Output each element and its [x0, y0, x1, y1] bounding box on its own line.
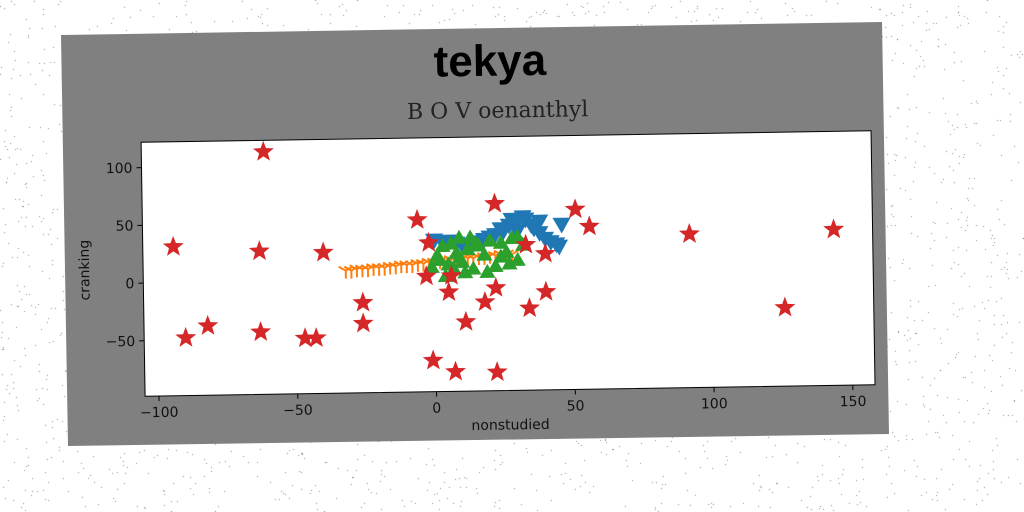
series-3-point-11	[515, 233, 537, 254]
x-tick-label-4: 100	[701, 396, 728, 412]
series-3-point-30	[445, 360, 466, 381]
series-3-point-14	[440, 264, 462, 285]
y-axis-label: cranking	[77, 240, 94, 301]
series-3-point-27	[455, 310, 477, 331]
series-2-point-27	[451, 249, 468, 264]
series-3-point-2	[248, 240, 270, 261]
series-0-point-23	[550, 239, 569, 256]
series-3-point-29	[422, 349, 444, 370]
series-2-point-25	[501, 255, 518, 270]
series-2-point-0	[423, 258, 440, 274]
series-3-point-19	[519, 297, 541, 318]
series-3-point-13	[415, 265, 437, 286]
chart-content: tekya B O V oenanthyl −100 −50 0 50 100 150 −5…	[77, 36, 876, 434]
x-tick-label-1: −50	[283, 403, 313, 419]
series-2-point-17	[492, 234, 509, 249]
series-2-point-12	[465, 260, 482, 275]
series-3-point-26	[305, 327, 327, 348]
series-3-point-22	[197, 314, 219, 335]
series-2-point-7	[451, 229, 468, 244]
series-2-point-15	[481, 232, 498, 247]
series-2-point-23	[432, 251, 449, 267]
series-3-point-3	[312, 241, 334, 262]
chart-title: tekya	[433, 36, 547, 87]
series-3-point-6	[484, 192, 506, 213]
series-3-point-12	[534, 242, 556, 263]
series-3-point-18	[474, 290, 496, 311]
series-2-point-20	[509, 251, 526, 266]
series-3-point-25	[294, 327, 316, 348]
series-3-point-9	[678, 223, 700, 244]
series-2-point-26	[467, 235, 484, 250]
x-tick-label-5: 150	[840, 394, 867, 410]
series-3-point-5	[418, 231, 440, 252]
series-2-point-10	[459, 241, 476, 256]
x-axis-label: nonstudied	[471, 417, 549, 434]
series-2-point-28	[509, 228, 526, 243]
series-3-point-4	[406, 208, 428, 229]
series-3-point-24	[250, 321, 272, 342]
series-3-point-10	[823, 218, 845, 239]
series-2-point-16	[487, 257, 504, 273]
series-2-point-24	[479, 263, 496, 279]
series-3-point-8	[578, 215, 600, 236]
series-3-point-15	[438, 281, 460, 302]
series-3-point-16	[485, 276, 507, 297]
y-tick-label-0: −50	[106, 334, 136, 350]
series-0-point-26	[530, 214, 549, 231]
x-tick-label-2: 0	[432, 401, 441, 417]
series-2-point-9	[457, 264, 474, 279]
series-3-point-21	[352, 312, 374, 333]
series-0-point-25	[491, 222, 510, 238]
series-3-point-28	[774, 296, 796, 317]
series-3-point-7	[564, 198, 586, 219]
series-2-point-14	[476, 246, 493, 261]
series-3-point-1	[162, 235, 184, 256]
series-3-point-0	[252, 140, 274, 161]
y-tick-label-1: 0	[125, 276, 134, 292]
y-tick-label-3: 100	[106, 161, 133, 177]
series-3-point-23	[175, 326, 197, 347]
chart-subtitle: B O V oenanthyl	[407, 97, 589, 125]
axis-layer: −100 −50 0 50 100 150 −50 0 50 100	[106, 161, 867, 422]
series-2-point-29	[493, 248, 510, 263]
y-tick-label-2: 50	[115, 218, 133, 234]
x-tick-label-3: 50	[567, 398, 585, 414]
series-3-point-31	[486, 361, 508, 382]
series-0-point-22	[552, 217, 571, 234]
series-3-point-20	[352, 291, 374, 312]
plot-layer	[162, 140, 845, 382]
series-3-point-17	[535, 280, 557, 301]
series-2-point-4	[442, 235, 459, 250]
x-tick-label-0: −100	[140, 405, 179, 422]
